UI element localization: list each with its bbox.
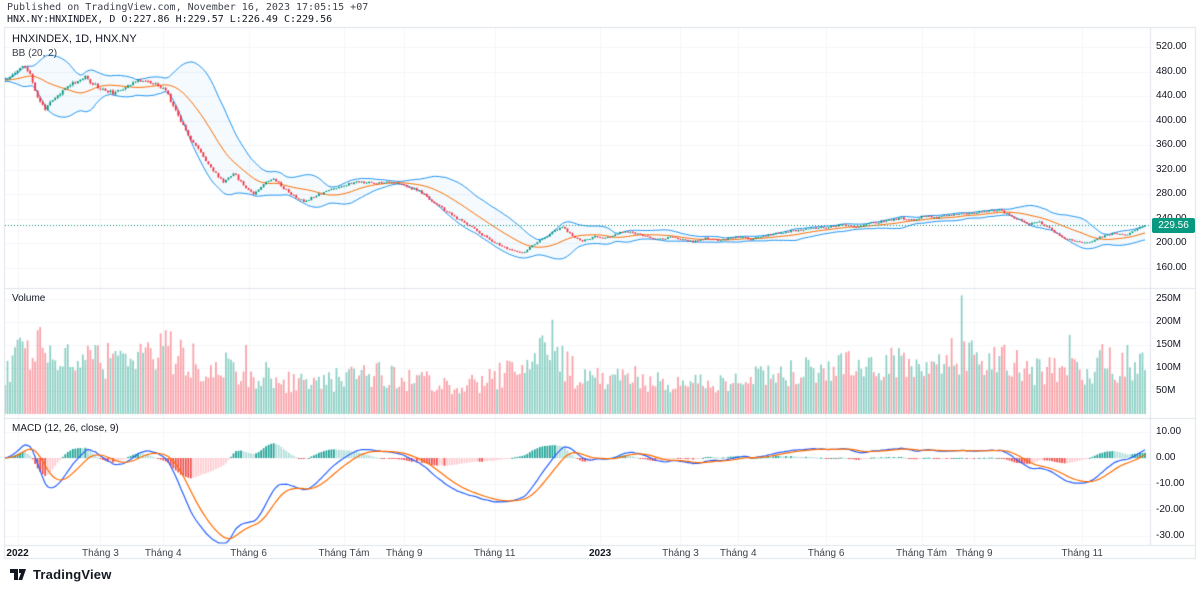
price-axis-label: 400.00: [1156, 115, 1187, 126]
price-axis-label: 360.00: [1156, 139, 1187, 150]
time-axis-label: Tháng Tám: [318, 548, 370, 559]
time-axis-label: 2023: [588, 548, 612, 559]
publish-header: Published on TradingView.com, November 1…: [7, 2, 368, 26]
time-axis-label: Tháng 3: [82, 548, 119, 559]
price-axis-label: 480.00: [1156, 66, 1187, 77]
macd-axis-label: -20.00: [1156, 504, 1185, 515]
brand-name: TradingView: [33, 566, 112, 582]
time-axis-label: Tháng 4: [144, 548, 182, 559]
volume-axis-label: 250M: [1156, 293, 1182, 304]
publish-info-line: Published on TradingView.com, November 1…: [7, 2, 369, 13]
time-axis-label: Tháng 11: [1061, 548, 1103, 559]
time-axis-label: 2022: [6, 548, 29, 559]
macd-pane-legend: MACD (12, 26, close, 9): [12, 423, 119, 434]
last-price-badge: 229.56: [1152, 217, 1195, 233]
time-axis-label: Tháng 6: [230, 548, 267, 559]
price-axis-label: 160.00: [1156, 262, 1187, 273]
volume-axis-label: 100M: [1156, 362, 1182, 373]
footer-brand[interactable]: TradingView: [9, 565, 112, 583]
price-axis-label: 200.00: [1156, 237, 1187, 248]
time-axis-label: Tháng 9: [955, 548, 993, 559]
volume-axis-label: 150M: [1156, 339, 1182, 350]
main-chart-legend: HNXINDEX, 1D, HNX.NY: [12, 33, 137, 45]
price-axis-label: 280.00: [1156, 188, 1187, 199]
bb-indicator-legend: BB (20, 2): [12, 48, 58, 59]
time-axis-label: Tháng 11: [473, 548, 516, 559]
time-axis-label: Tháng Tám: [896, 548, 947, 559]
volume-pane-legend: Volume: [12, 293, 46, 304]
symbol-ohlc-line: HNX.NY:HNXINDEX, D O:227.86 H:229.57 L:2…: [7, 14, 333, 25]
macd-axis-label: -30.00: [1156, 530, 1185, 541]
time-axis-label: Tháng 6: [807, 548, 845, 559]
price-axis-label: 520.00: [1156, 41, 1187, 52]
time-axis-label: Tháng 4: [719, 548, 757, 559]
tradingview-logo-icon: [10, 569, 26, 580]
volume-axis-label: 200M: [1156, 316, 1182, 327]
macd-axis-label: 0.00: [1156, 452, 1176, 463]
price-axis-label: 440.00: [1156, 90, 1187, 101]
price-axis-label: 320.00: [1156, 164, 1187, 175]
macd-axis-label: -10.00: [1156, 478, 1185, 489]
macd-axis-label: 10.00: [1156, 426, 1182, 437]
volume-axis-label: 50M: [1156, 385, 1176, 396]
time-axis-label: Tháng 9: [385, 548, 423, 559]
time-axis-label: Tháng 3: [662, 548, 699, 559]
